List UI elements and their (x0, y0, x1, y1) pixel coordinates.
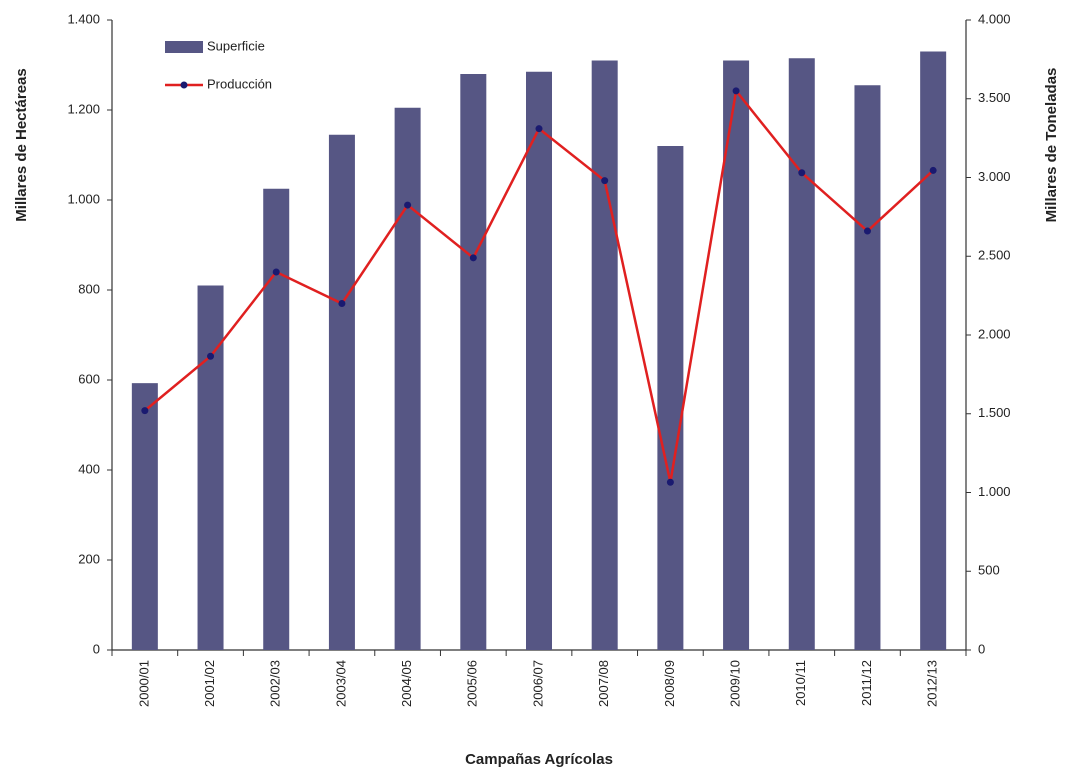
legend-swatch (165, 41, 203, 53)
bar (394, 107, 421, 650)
marker (404, 201, 412, 209)
marker (863, 227, 871, 235)
bar (197, 285, 224, 650)
y-tick-label: 600 (78, 371, 100, 386)
y2-tick-label: 2.000 (978, 326, 1011, 341)
x-axis-title: Campañas Agrícolas (465, 751, 613, 768)
x-tick-label: 2011/12 (859, 660, 874, 706)
x-tick-label: 2002/03 (268, 660, 283, 707)
marker (469, 254, 477, 262)
bar (723, 60, 750, 650)
y-tick-label: 400 (78, 461, 100, 476)
bar (131, 383, 158, 650)
x-tick-label: 2000/01 (136, 660, 151, 707)
marker (535, 125, 543, 133)
marker (272, 268, 280, 276)
bar (526, 71, 552, 650)
y-tick-label: 1.000 (67, 191, 100, 206)
y-tick-label: 200 (78, 551, 100, 566)
bar (591, 60, 618, 650)
bar (788, 58, 815, 650)
x-tick-label: 2003/04 (333, 660, 348, 707)
bar (854, 85, 881, 650)
y2-axis-title: Millares de Toneladas (1043, 68, 1060, 223)
x-tick-label: 2010/11 (793, 660, 808, 706)
marker (798, 169, 806, 177)
marker (732, 87, 740, 95)
legend-label: Superficie (207, 38, 265, 53)
marker (601, 177, 609, 185)
bar (657, 146, 684, 650)
y2-tick-label: 500 (978, 563, 1000, 578)
y2-tick-label: 3.500 (978, 90, 1011, 105)
x-tick-label: 2012/13 (925, 660, 940, 707)
bar (920, 51, 947, 650)
marker (141, 407, 149, 415)
marker (338, 300, 346, 307)
x-tick-label: 2005/06 (465, 660, 480, 707)
bar (328, 134, 355, 650)
y2-tick-label: 3.000 (978, 169, 1011, 184)
y2-tick-label: 1.000 (978, 484, 1011, 499)
marker (207, 352, 215, 360)
x-tick-label: 2001/02 (202, 660, 217, 707)
marker (666, 478, 674, 486)
y2-tick-label: 1.500 (978, 405, 1011, 420)
x-tick-label: 2008/09 (662, 660, 677, 707)
marker (929, 166, 937, 174)
y-tick-label: 1.200 (67, 101, 100, 116)
legend-label: Producción (207, 76, 272, 91)
x-tick-label: 2007/08 (596, 660, 611, 707)
bar (263, 188, 290, 650)
bar (460, 74, 487, 650)
y2-tick-label: 4.000 (978, 11, 1011, 26)
x-tick-label: 2006/07 (530, 660, 545, 707)
y-tick-label: 800 (78, 281, 100, 296)
y2-tick-label: 0 (978, 641, 985, 656)
x-tick-label: 2009/10 (728, 660, 743, 707)
y-tick-label: 1.400 (67, 11, 100, 26)
x-tick-label: 2004/05 (399, 660, 414, 707)
y2-tick-label: 2.500 (978, 248, 1011, 263)
y-tick-label: 0 (93, 641, 100, 656)
y-axis-title: Millares de Hectáreas (13, 68, 30, 221)
legend-marker (180, 81, 188, 89)
